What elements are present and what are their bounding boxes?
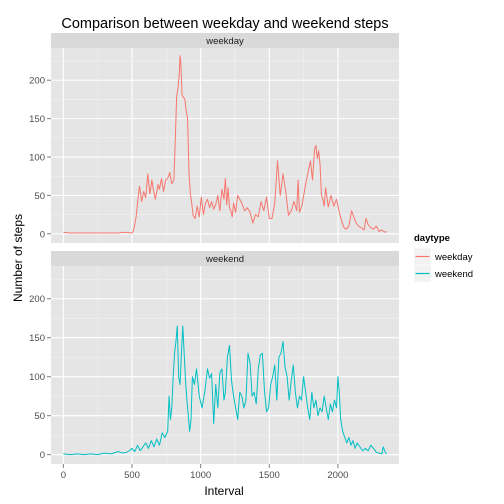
legend-entry-weekend: weekend [413,264,473,283]
panel-background [51,48,399,243]
y-tick-label: 50 [34,191,45,202]
x-tick-label: 0 [61,470,66,481]
y-axis-title: Number of steps [11,214,25,302]
strip-weekend: weekend [51,251,399,266]
legend-label: weekday [434,252,473,263]
strip-label: weekday [205,36,244,47]
y-tick-label: 100 [29,153,45,164]
y-axis-ticks: 0 50 100 150 200 [29,294,51,461]
grid-lines [51,266,399,464]
y-axis-ticks: 0 50 100 150 200 [29,76,51,240]
y-tick-label: 0 [40,450,45,461]
chart-title: Comparison between weekday and weekend s… [61,16,388,32]
y-tick-label: 50 [34,411,45,422]
series-line-weekend [63,325,388,456]
x-axis-ticks: 0 500 1000 1500 2000 [61,464,348,481]
y-tick-label: 200 [29,76,45,87]
x-tick-label: 1000 [190,470,211,481]
series-line-weekday [63,55,387,234]
y-tick-label: 0 [40,229,45,240]
legend-entries: weekday weekend [413,247,473,283]
strip-label: weekend [205,254,244,265]
x-tick-label: 1500 [259,470,280,481]
y-tick-label: 200 [29,294,45,305]
facet-panels: weekday 0 50 100 150 200 weekend 0 50 100 150 200 [29,33,399,464]
strip-weekday: weekday [51,33,399,48]
legend-label: weekend [434,269,473,280]
panel-weekday: weekday 0 50 100 150 200 [29,33,399,243]
legend-title: daytype [414,233,450,244]
x-tick-label: 2000 [327,470,348,481]
y-tick-label: 150 [29,114,45,125]
y-tick-label: 100 [29,372,45,383]
legend-entry-weekday: weekday [413,247,473,266]
panel-background [51,266,399,464]
strip-background [51,33,399,48]
legend: daytype weekday weekend [413,233,473,283]
strip-background [51,251,399,266]
x-tick-label: 500 [124,470,140,481]
panel-weekend: weekend 0 50 100 150 200 [29,251,399,464]
y-tick-label: 150 [29,333,45,344]
x-axis-title: Interval [204,484,243,498]
